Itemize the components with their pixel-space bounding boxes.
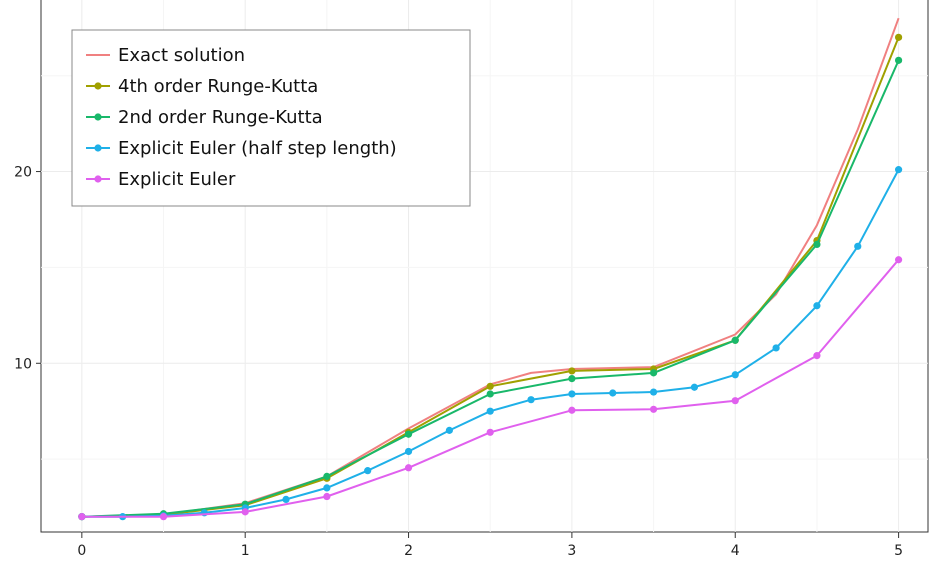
x-tick-label: 2 <box>404 543 413 559</box>
data-point <box>731 336 739 344</box>
series-explicit-euler <box>78 256 903 521</box>
data-point <box>282 495 290 504</box>
data-point <box>241 508 249 516</box>
data-point <box>404 447 413 456</box>
legend-label: 4th order Runge-Kutta <box>118 76 318 97</box>
data-point <box>772 344 780 352</box>
legend-marker <box>94 175 102 183</box>
data-point <box>323 484 331 492</box>
legend-label: 2nd order Runge-Kutta <box>118 107 323 128</box>
x-tick-label: 0 <box>77 543 86 559</box>
data-point <box>894 33 903 41</box>
data-point <box>486 407 494 415</box>
legend-entry: Explicit Euler (half step length) <box>86 138 397 159</box>
data-point <box>649 405 658 413</box>
legend-box <box>71 29 471 207</box>
x-tick-label: 1 <box>241 543 250 559</box>
data-point <box>609 389 617 397</box>
series-lines <box>78 17 903 521</box>
y-tick-label: 20 <box>14 165 32 181</box>
axis-ticks: 0 1 2 3 4 5 10 20 <box>14 165 903 559</box>
data-point <box>486 428 494 436</box>
data-point <box>731 371 739 379</box>
legend-marker <box>94 144 102 152</box>
data-point <box>527 396 535 404</box>
data-point <box>568 390 576 398</box>
data-point <box>159 513 168 521</box>
data-point <box>404 464 413 472</box>
data-point <box>894 166 903 174</box>
legend-label: Explicit Euler <box>118 169 236 190</box>
series-explicit-euler-half-step-length <box>78 166 903 521</box>
x-tick-label: 5 <box>894 543 903 559</box>
data-point <box>813 240 821 249</box>
legend-entry: Explicit Euler <box>86 169 236 190</box>
data-point <box>486 382 494 390</box>
data-point <box>404 430 413 438</box>
legend: Exact solution 4th order Runge-Kutta 2nd o… <box>71 29 471 207</box>
data-point <box>894 256 903 264</box>
data-point <box>486 390 494 398</box>
x-tick-label: 3 <box>567 543 576 559</box>
data-point <box>364 467 372 475</box>
legend-label: Explicit Euler (half step length) <box>118 138 397 159</box>
data-point <box>649 369 658 377</box>
x-tick-label: 4 <box>731 543 740 559</box>
data-point <box>894 56 903 64</box>
data-point <box>649 388 658 396</box>
data-point <box>323 472 331 480</box>
legend-entry: 4th order Runge-Kutta <box>86 76 318 97</box>
data-point <box>568 367 576 375</box>
data-point <box>445 426 453 434</box>
y-tick-label: 10 <box>14 356 32 372</box>
legend-marker <box>94 113 102 121</box>
data-point <box>731 397 739 405</box>
data-point <box>323 492 331 501</box>
data-point <box>568 375 576 383</box>
data-point <box>813 302 821 310</box>
data-point <box>78 513 86 521</box>
data-point <box>813 352 821 360</box>
data-point <box>854 242 862 250</box>
legend-marker <box>94 82 102 90</box>
legend-entry: Exact solution <box>86 45 245 66</box>
legend-label: Exact solution <box>118 45 245 66</box>
data-point <box>568 406 576 414</box>
data-point <box>690 383 699 391</box>
legend-entry: 2nd order Runge-Kutta <box>86 107 323 128</box>
